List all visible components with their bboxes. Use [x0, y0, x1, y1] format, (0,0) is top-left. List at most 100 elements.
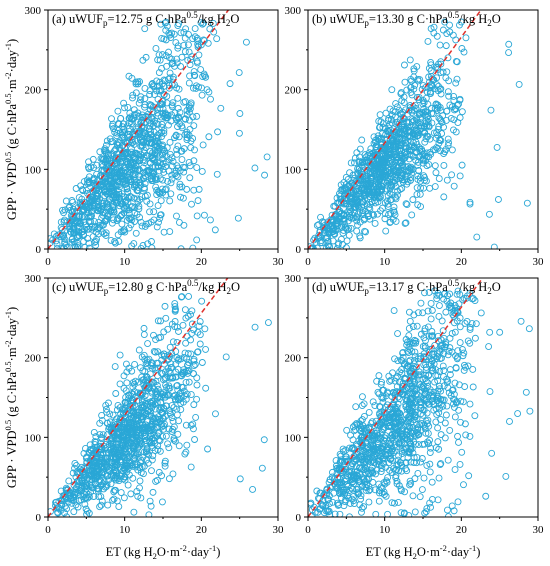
data-point: [173, 212, 180, 220]
data-point: [153, 223, 161, 231]
data-point: [506, 418, 513, 425]
data-point: [129, 429, 136, 437]
data-point: [424, 100, 432, 108]
data-point: [156, 159, 164, 167]
data-point: [131, 410, 139, 418]
data-point: [313, 221, 321, 229]
data-point: [505, 40, 513, 48]
data-point: [428, 75, 436, 83]
data-point: [460, 294, 468, 302]
data-point: [130, 183, 138, 191]
data-point: [330, 202, 338, 210]
data-point: [197, 66, 205, 74]
data-point: [332, 457, 340, 464]
y-tick-label: 0: [296, 512, 302, 524]
data-point: [151, 146, 159, 154]
data-point: [125, 114, 133, 122]
data-point: [402, 163, 410, 171]
data-point: [446, 290, 454, 298]
data-point: [234, 214, 242, 222]
data-point: [410, 375, 418, 383]
data-point: [365, 475, 373, 483]
data-point: [426, 449, 434, 456]
data-point: [154, 109, 161, 117]
data-point: [378, 378, 385, 386]
data-point: [407, 458, 415, 466]
data-point: [97, 207, 105, 215]
data-point: [174, 430, 182, 438]
data-point: [371, 429, 379, 437]
data-point: [383, 478, 391, 486]
data-point: [122, 398, 130, 406]
data-point: [121, 445, 129, 453]
data-point: [181, 131, 189, 139]
data-point: [177, 63, 185, 70]
data-point: [121, 104, 128, 112]
data-point: [132, 89, 140, 97]
data-point: [422, 429, 430, 437]
data-point: [120, 178, 127, 186]
y-tick-label: 200: [25, 85, 42, 97]
data-point: [442, 308, 450, 316]
data-point: [195, 51, 203, 59]
data-point: [310, 236, 318, 244]
data-point: [158, 498, 166, 506]
data-point: [364, 210, 372, 218]
data-point: [181, 34, 189, 42]
data-point: [164, 440, 172, 448]
data-point: [121, 473, 128, 481]
data-point: [129, 444, 137, 452]
data-point: [111, 189, 118, 197]
data-point: [175, 442, 183, 450]
data-point: [102, 445, 109, 453]
data-point: [116, 380, 124, 388]
data-point: [361, 151, 369, 159]
data-point: [360, 503, 368, 511]
data-point: [146, 91, 154, 98]
data-point: [163, 99, 171, 107]
data-point: [335, 239, 343, 247]
data-point: [398, 432, 406, 440]
data-point: [421, 174, 429, 182]
data-point: [346, 169, 354, 177]
data-point: [102, 402, 110, 409]
data-point: [105, 467, 113, 475]
y-tick-label: 300: [25, 273, 42, 285]
data-point: [452, 364, 460, 372]
data-point: [435, 82, 442, 90]
data-point: [401, 220, 409, 227]
data-point: [438, 119, 446, 126]
data-point: [187, 311, 195, 319]
data-point: [335, 501, 343, 509]
data-point: [394, 330, 401, 338]
data-point: [447, 299, 455, 307]
data-point: [436, 385, 443, 393]
data-point: [160, 91, 168, 98]
data-point: [406, 164, 414, 172]
data-point: [60, 209, 68, 217]
data-point: [165, 384, 173, 392]
data-point: [154, 202, 162, 209]
data-point: [55, 505, 63, 513]
data-point: [414, 172, 422, 180]
data-point: [439, 362, 447, 370]
data-point: [86, 190, 94, 198]
data-point: [447, 392, 455, 400]
data-point: [444, 377, 452, 385]
data-point: [416, 493, 424, 501]
data-point: [387, 115, 395, 123]
data-point: [414, 426, 422, 433]
data-point: [452, 36, 460, 44]
x-tick-label: 30: [533, 524, 545, 536]
data-point: [433, 410, 441, 418]
data-point: [427, 360, 435, 368]
data-point: [443, 68, 451, 76]
data-point: [178, 147, 186, 155]
data-point: [165, 48, 172, 56]
data-point: [117, 445, 125, 453]
data-point: [138, 222, 146, 230]
data-point: [406, 56, 414, 64]
data-point: [166, 150, 174, 158]
data-point: [188, 329, 196, 337]
data-point: [443, 107, 451, 115]
